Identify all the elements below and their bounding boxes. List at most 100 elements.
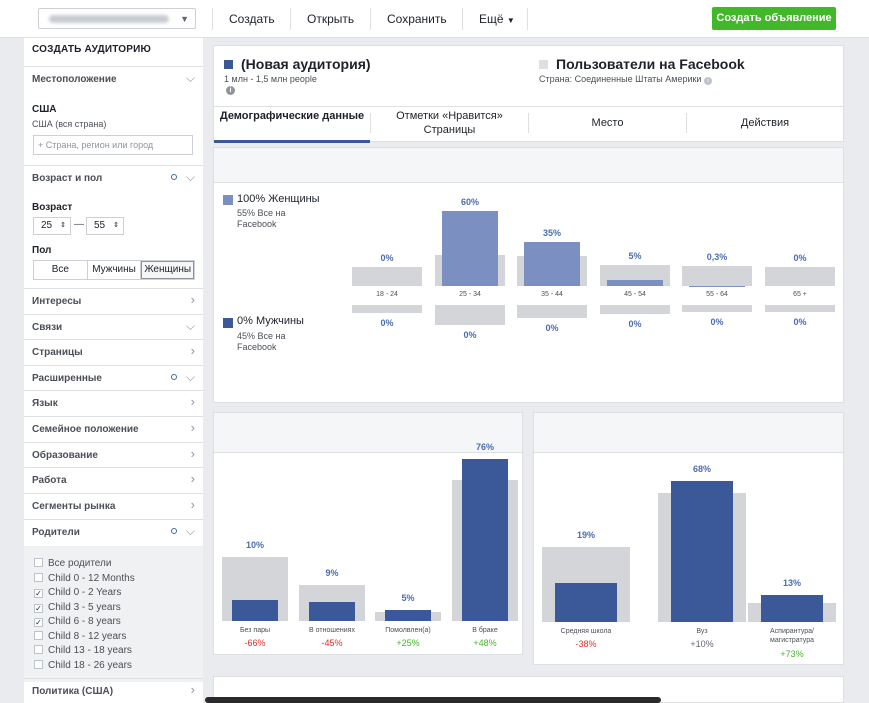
- difference-label: +10%: [690, 639, 714, 649]
- category-label: Помолвлен(а): [385, 627, 431, 634]
- parent-option[interactable]: ✓ Child 0 - 2 Years: [34, 587, 121, 601]
- parent-option[interactable]: Child 18 - 26 years: [34, 659, 132, 674]
- audience-bar[interactable]: [385, 610, 431, 621]
- info-icon[interactable]: i: [703, 77, 712, 85]
- audience-color-square: [224, 60, 233, 69]
- section-label: Сегменты рынка: [32, 501, 116, 512]
- checkbox[interactable]: ✓: [34, 603, 43, 613]
- section-location[interactable]: Местоположение ⌵: [24, 66, 203, 91]
- percent-label: 13%: [782, 578, 801, 589]
- percent-label: 9%: [325, 567, 339, 578]
- audience-bar[interactable]: [761, 595, 823, 622]
- chevron-down-icon: ⌵: [185, 71, 195, 85]
- chevron-down-icon: ⌵: [185, 170, 195, 184]
- checkbox[interactable]: [34, 645, 43, 654]
- horizontal-scrollbar[interactable]: [205, 697, 661, 703]
- gender-selector: Все Мужчины Женщины: [33, 260, 195, 280]
- stepper-icon: ⇕: [60, 222, 66, 229]
- parents-options: Все родители Child 0 - 12 Months ✓ Child 0 …: [24, 546, 203, 682]
- section-politics[interactable]: Политика (США) ›: [24, 678, 203, 703]
- section-6[interactable]: Семейное положение ›: [24, 416, 203, 441]
- chevron-right-icon: ›: [190, 471, 195, 486]
- section-1[interactable]: Интересы ›: [24, 288, 203, 313]
- tab-page-likes[interactable]: Отметки «Нравится» Страницы: [396, 110, 503, 136]
- men-percent-label: 0%: [628, 319, 642, 330]
- men-legend-square: [223, 318, 233, 328]
- benchmark-women-bar: [352, 267, 422, 286]
- active-filter-dot-icon: [171, 374, 177, 380]
- audience-bar[interactable]: [671, 480, 733, 622]
- section-age-gender[interactable]: Возраст и пол ⌵: [24, 165, 203, 190]
- gender-women-button[interactable]: Женщины: [141, 261, 195, 279]
- women-bar[interactable]: [442, 211, 498, 286]
- location-placeholder: Страна, регион или город: [45, 140, 154, 150]
- section-7[interactable]: Образование ›: [24, 442, 203, 467]
- audience-bar[interactable]: [232, 599, 278, 621]
- parent-option[interactable]: Child 0 - 12 Months: [34, 572, 135, 587]
- section-label: Родители: [32, 527, 80, 538]
- audience-bar[interactable]: [462, 458, 508, 621]
- men-title: 0% Мужчины: [237, 315, 304, 327]
- gender-all-button[interactable]: Все: [34, 261, 88, 279]
- plus-icon: +: [38, 140, 44, 150]
- women-bar[interactable]: [524, 242, 580, 286]
- age-to-select[interactable]: 55 ⇕: [86, 217, 124, 235]
- parent-option[interactable]: Все родители: [34, 558, 111, 572]
- account-selector[interactable]: ▼: [38, 8, 196, 29]
- section-9[interactable]: Сегменты рынка ›: [24, 493, 203, 518]
- info-icon[interactable]: i: [226, 86, 235, 95]
- checkbox[interactable]: [34, 572, 43, 582]
- gender-men-button[interactable]: Мужчины: [88, 261, 142, 279]
- parent-option[interactable]: ✓ Child 6 - 8 years: [34, 616, 121, 630]
- men-percent-label: 0%: [463, 329, 477, 340]
- checkbox[interactable]: ✓: [34, 618, 43, 627]
- audience-bar[interactable]: [555, 582, 617, 622]
- age-tick-label: 65 +: [793, 291, 807, 298]
- parent-option[interactable]: Child 13 - 18 years: [34, 645, 132, 659]
- create-ad-button[interactable]: Создать объявление: [712, 7, 836, 30]
- women-legend-square: [223, 195, 233, 205]
- age-tick-label: 45 - 54: [624, 291, 646, 298]
- section-label: Образование: [32, 450, 98, 461]
- section-4[interactable]: Расширенные ⌵: [24, 365, 203, 390]
- chevron-down-icon: ⌵: [185, 524, 195, 538]
- parent-option[interactable]: Child 8 - 12 years: [34, 630, 126, 645]
- age-from-select[interactable]: 25 ⇕: [33, 217, 71, 235]
- checkbox-label: Child 6 - 8 years: [48, 616, 121, 627]
- sidebar-title: СОЗДАТЬ АУДИТОРИЮ: [32, 44, 152, 55]
- chevron-right-icon: ›: [190, 446, 195, 461]
- section-5[interactable]: Язык ›: [24, 390, 203, 415]
- audience-bar[interactable]: [309, 601, 355, 621]
- tab-location[interactable]: Место: [591, 117, 624, 129]
- section-label: Расширенные: [32, 373, 102, 384]
- parent-option[interactable]: ✓ Child 3 - 5 years: [34, 602, 121, 616]
- section-8[interactable]: Работа ›: [24, 467, 203, 492]
- section-2[interactable]: Связи ⌵: [24, 314, 203, 339]
- women-title: 100% Женщины: [237, 193, 320, 205]
- create-button[interactable]: Создать: [229, 12, 275, 26]
- age-tick-label: 18 - 24: [376, 291, 398, 298]
- difference-label: +48%: [473, 638, 497, 648]
- section-location-label: Местоположение: [32, 74, 117, 85]
- checkbox[interactable]: ✓: [34, 589, 43, 598]
- percent-label: 10%: [245, 539, 264, 550]
- open-button[interactable]: Открыть: [307, 12, 355, 26]
- section-label: Связи: [32, 322, 63, 333]
- women-percent-label: 35%: [542, 228, 561, 239]
- tab-activity[interactable]: Действия: [740, 117, 790, 129]
- category-label: Средняя школа: [560, 628, 612, 635]
- women-percent-label: 0,3%: [706, 252, 728, 262]
- gender-label: Пол: [32, 245, 52, 256]
- section-3[interactable]: Страницы ›: [24, 339, 203, 364]
- women-bar[interactable]: [607, 279, 663, 286]
- save-button[interactable]: Сохранить: [387, 12, 447, 26]
- checkbox[interactable]: [34, 558, 43, 567]
- chevron-down-icon: ⌵: [185, 370, 195, 384]
- tab-demographics[interactable]: Демографические данные: [214, 107, 370, 143]
- checkbox[interactable]: [34, 659, 43, 669]
- more-label: Ещё: [479, 12, 504, 26]
- more-button[interactable]: Ещё ▼: [479, 8, 515, 30]
- checkbox[interactable]: [34, 630, 43, 640]
- location-search-input[interactable]: + Страна, регион или город: [33, 135, 193, 155]
- section-10[interactable]: Родители ⌵: [24, 519, 203, 544]
